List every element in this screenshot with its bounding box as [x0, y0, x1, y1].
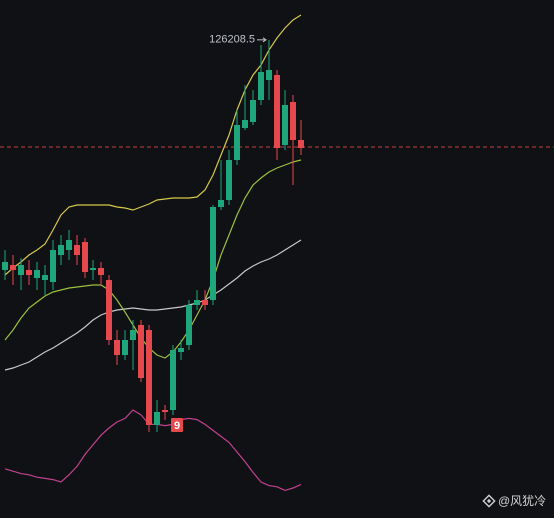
candle-body [10, 265, 16, 270]
candle-body [26, 270, 32, 275]
candles [2, 39, 304, 432]
candle-body [226, 160, 232, 200]
count-badge [171, 418, 183, 432]
candle-body [50, 250, 56, 282]
indicator-line [4, 239, 302, 371]
candle-body [138, 325, 144, 378]
indicator-line [4, 159, 302, 359]
candle-body [154, 412, 160, 425]
count-label: 9 [174, 420, 180, 432]
watermark-group: @风犹冷 [482, 494, 546, 508]
candle-body [34, 270, 40, 278]
candle-body [242, 120, 248, 128]
candle-body [210, 207, 216, 300]
candle-body [146, 330, 152, 425]
candle-body [202, 300, 208, 305]
candle-body [282, 105, 288, 145]
indicator-line [4, 409, 302, 492]
candle-body [218, 200, 224, 207]
candle-body [186, 305, 192, 345]
candle-body [258, 72, 264, 100]
candle-body [2, 262, 8, 270]
high-arrowhead [262, 37, 267, 43]
candle-body [130, 330, 136, 340]
candle-body [74, 245, 80, 255]
candle-body [290, 102, 296, 140]
candle-body [178, 348, 184, 352]
candle-body [114, 340, 120, 355]
candle-body [82, 242, 88, 272]
candle-body [298, 140, 304, 148]
candle-body [194, 300, 200, 305]
candle-body [106, 280, 112, 340]
icon-diamond [482, 494, 496, 508]
candle-body [122, 340, 128, 355]
watermark-text: @风犹冷 [498, 494, 546, 508]
annotations: 126208.5 9 [171, 34, 267, 432]
candle-body [90, 268, 96, 270]
candle-body [58, 245, 64, 255]
candle-body [42, 275, 48, 280]
candle-body [250, 100, 256, 122]
candle-body [162, 410, 168, 412]
indicator-line [4, 14, 302, 276]
candle-body [274, 75, 280, 148]
candle-body [18, 265, 24, 275]
candle-body [266, 70, 272, 80]
candle-body [234, 125, 240, 160]
candle-body [170, 350, 176, 410]
candle-body [98, 268, 104, 275]
high-label: 126208.5 [209, 34, 255, 46]
candle-body [66, 240, 72, 250]
